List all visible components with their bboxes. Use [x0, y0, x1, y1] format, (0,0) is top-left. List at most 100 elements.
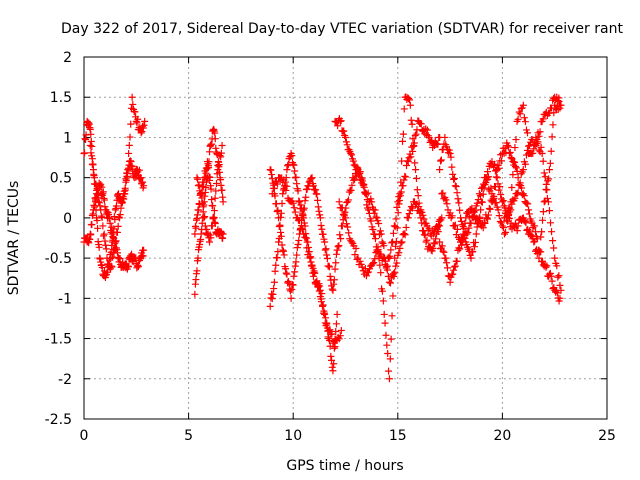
data-point-interp	[293, 244, 301, 252]
data-point-interp	[450, 266, 458, 274]
data-point-interp	[487, 184, 495, 192]
data-point-interp	[453, 189, 461, 197]
data-point	[335, 198, 343, 206]
data-point-interp	[476, 215, 484, 223]
data-point-interp	[192, 224, 200, 232]
data-point-interp	[553, 289, 561, 297]
data-point-interp	[548, 133, 556, 141]
data-point-interp	[137, 129, 145, 137]
data-point-interp	[275, 223, 283, 231]
data-point-interp	[402, 173, 410, 181]
data-point-interp	[374, 243, 382, 251]
data-point-interp	[277, 228, 285, 236]
data-point-interp	[383, 266, 391, 274]
data-point-interp	[389, 292, 397, 300]
data-point-interp	[195, 206, 203, 214]
data-point-interp	[119, 195, 127, 203]
data-point	[86, 141, 94, 149]
data-point-interp	[194, 182, 202, 190]
data-point-interp	[508, 183, 516, 191]
data-point-interp	[400, 105, 408, 113]
data-point-interp	[285, 279, 293, 287]
data-point-interp	[394, 209, 402, 217]
data-point-interp	[506, 148, 514, 156]
data-point-interp	[289, 281, 297, 289]
data-point	[336, 117, 344, 125]
data-point-interp	[484, 175, 492, 183]
data-point-interp	[290, 204, 298, 212]
data-point-interp	[101, 237, 109, 245]
data-point-interp	[504, 217, 512, 225]
data-point	[342, 133, 349, 141]
data-point	[526, 141, 534, 149]
data-point-interp	[459, 238, 467, 246]
data-point	[385, 278, 393, 286]
data-point-interp	[360, 183, 368, 191]
data-point-interp	[319, 301, 327, 309]
data-point-interp	[279, 247, 287, 255]
data-point-interp	[81, 149, 89, 157]
data-point-interp	[311, 269, 319, 277]
data-point-interp	[280, 251, 288, 259]
chart-title: Day 322 of 2017, Sidereal Day-to-day VTE…	[61, 21, 623, 37]
data-point-interp	[385, 367, 393, 375]
data-point	[337, 327, 345, 335]
data-point-interp	[438, 242, 446, 250]
data-point-interp	[454, 195, 462, 203]
data-point-interp	[520, 192, 528, 200]
data-point-interp	[429, 244, 437, 252]
data-point-interp	[393, 224, 401, 232]
data-point	[441, 133, 449, 141]
data-point-interp	[102, 245, 110, 253]
data-point-interp	[405, 95, 413, 103]
data-point-interp	[467, 219, 475, 227]
x-tick-label: 0	[80, 428, 89, 444]
data-point-interp	[437, 156, 445, 164]
data-point-interp	[471, 206, 479, 214]
data-point-interp	[313, 190, 321, 198]
data-point-interp	[367, 217, 375, 225]
data-point-interp	[122, 175, 130, 183]
data-point-interp	[322, 314, 330, 322]
data-point-interp	[203, 165, 211, 173]
data-point-interp	[97, 206, 105, 214]
data-point	[436, 238, 444, 246]
data-point-interp	[331, 265, 339, 273]
data-point-interp	[211, 135, 219, 143]
x-tick-label: 5	[184, 428, 193, 444]
axis-ticks: -2.5-2-1.5-1-0.500.511.520 5 10 15 20 25	[45, 50, 616, 444]
data-point-interp	[316, 211, 324, 219]
data-point	[525, 206, 533, 214]
data-point-interp	[478, 198, 486, 206]
data-point-interp	[548, 104, 556, 112]
data-point-interp	[89, 161, 97, 169]
data-point-interp	[402, 223, 410, 231]
data-point-interp	[208, 222, 216, 230]
data-point-interp	[321, 309, 329, 317]
data-point-interp	[439, 247, 447, 255]
data-point	[275, 238, 283, 246]
data-point-interp	[335, 335, 343, 343]
data-point	[436, 166, 444, 174]
data-point-interp	[212, 187, 220, 195]
data-point-interp	[556, 281, 564, 289]
data-point	[219, 198, 227, 206]
data-point-interp	[381, 319, 389, 327]
y-tick-label: 1.5	[50, 90, 72, 106]
data-point-interp	[379, 297, 387, 305]
data-point-interp	[451, 221, 459, 229]
data-point	[329, 286, 337, 294]
data-point-interp	[509, 171, 517, 179]
data-point-interp	[272, 261, 280, 269]
data-point-interp	[521, 160, 529, 168]
data-point-interp	[399, 130, 407, 138]
data-point-interp	[465, 224, 473, 232]
data-point-interp	[312, 186, 320, 194]
data-point-interp	[412, 130, 420, 138]
data-point-interp	[408, 204, 416, 212]
data-point-interp	[328, 285, 336, 293]
data-point-interp	[90, 203, 98, 211]
data-point	[197, 190, 205, 198]
data-point-interp	[290, 161, 298, 169]
data-point-interp	[516, 179, 524, 187]
